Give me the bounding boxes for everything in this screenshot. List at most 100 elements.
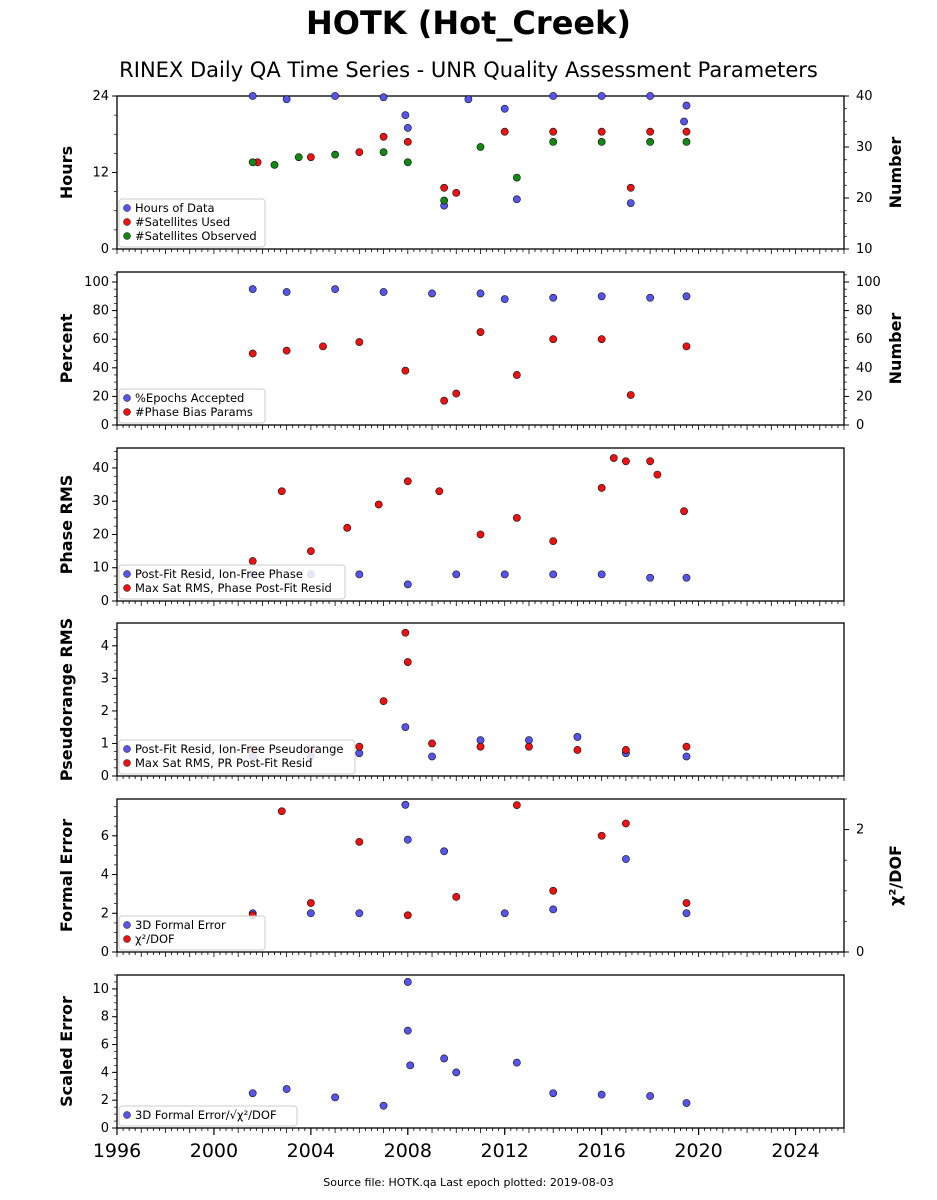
data-point-blue <box>403 123 412 132</box>
legend-marker <box>123 218 131 226</box>
data-point-red <box>682 127 691 136</box>
data-point-blue <box>306 909 315 918</box>
data-point-red <box>355 837 364 846</box>
data-point-red <box>355 338 364 346</box>
data-point-blue <box>500 909 509 918</box>
data-point-blue <box>406 1061 415 1070</box>
legend-box <box>118 198 266 248</box>
data-point-blue <box>452 1068 461 1077</box>
y-tick-label: 3 <box>101 671 109 686</box>
data-point-red <box>306 899 315 907</box>
data-point-red <box>646 127 655 136</box>
x-tick-label: 2012 <box>481 1140 529 1162</box>
data-point-blue <box>549 92 558 100</box>
data-point-blue <box>646 92 655 100</box>
legend-entry: #Satellites Used <box>135 215 230 229</box>
x-tick-label: 2016 <box>577 1140 625 1162</box>
data-point-green <box>512 173 521 182</box>
legend-marker <box>123 759 131 767</box>
data-point-blue <box>597 92 606 100</box>
panel-4 <box>112 622 845 781</box>
y-tick-label: 2 <box>101 906 109 921</box>
legend-box <box>118 739 356 775</box>
data-point-blue <box>248 92 257 100</box>
legend-marker <box>123 570 131 578</box>
data-point-blue <box>282 1085 291 1093</box>
y-right-tick-label: 0 <box>856 945 864 960</box>
data-point-red <box>428 739 436 748</box>
data-point-red <box>319 342 327 351</box>
data-point-blue <box>646 1092 655 1100</box>
legend-entry: 3D Formal Error/√χ²/DOF <box>135 1108 277 1122</box>
data-point-red <box>622 457 630 466</box>
data-point-red <box>622 819 630 828</box>
data-point-blue <box>282 288 291 296</box>
data-point-blue <box>597 570 606 579</box>
y-axis-label: Percent <box>57 313 76 383</box>
y-tick-label: 6 <box>101 829 109 844</box>
data-point-red <box>306 547 315 556</box>
chart-title: HOTK (Hot_Creek) <box>305 4 631 42</box>
legend-entry: %Epochs Accepted <box>135 391 244 405</box>
data-point-red <box>343 523 352 532</box>
data-point-blue <box>452 570 461 579</box>
y-tick-label: 4 <box>101 639 109 654</box>
data-point-blue <box>682 101 691 110</box>
plot-frame <box>116 974 845 1129</box>
data-point-red <box>355 148 364 156</box>
y-right-tick-label: 2 <box>856 823 864 838</box>
data-point-red <box>403 658 412 666</box>
data-point-red <box>500 127 509 136</box>
legend-marker <box>123 745 131 753</box>
source-footnote: Source file: HOTK.qa Last epoch plotted:… <box>323 1176 614 1189</box>
legend-marker <box>123 1111 131 1119</box>
y-right-tick-label: 20 <box>856 389 873 404</box>
legend-marker <box>123 584 131 592</box>
data-point-red <box>374 500 383 509</box>
legend-entry: 3D Formal Error <box>135 918 226 932</box>
y-tick-label: 2 <box>101 704 109 719</box>
y-tick-label: 0 <box>101 769 109 784</box>
x-tick-label: 1996 <box>93 1140 141 1162</box>
legend-marker <box>123 408 131 416</box>
data-point-green <box>597 137 606 146</box>
data-point-blue <box>379 93 388 102</box>
y-axis-label: Formal Error <box>57 819 76 932</box>
legend-box <box>118 915 266 951</box>
data-point-red <box>626 391 635 399</box>
data-point-blue <box>549 905 558 914</box>
legend-entry: Max Sat RMS, PR Post-Fit Resid <box>135 756 312 770</box>
data-point-green <box>294 153 303 162</box>
x-tick-label: 2024 <box>771 1140 819 1162</box>
y-tick-label: 60 <box>92 332 109 347</box>
data-point-red <box>622 746 630 754</box>
x-tick-label: 2008 <box>384 1140 432 1162</box>
legend-entry: #Phase Bias Params <box>135 405 253 419</box>
y-right-tick-label: 100 <box>856 275 881 290</box>
x-tick-label: 2004 <box>287 1140 335 1162</box>
data-point-green <box>331 150 339 159</box>
data-point-green <box>682 137 691 146</box>
data-point-green <box>270 160 279 169</box>
y-right-tick-label: 60 <box>856 332 873 347</box>
legend-box <box>118 564 346 600</box>
chart-subtitle: RINEX Daily QA Time Series - UNR Quality… <box>119 58 818 82</box>
data-point-red <box>549 127 558 136</box>
y-tick-label: 4 <box>101 1065 109 1080</box>
y-tick-label: 6 <box>101 1038 109 1053</box>
data-point-red <box>403 911 412 920</box>
data-point-red <box>682 342 691 351</box>
data-point-blue <box>379 1101 388 1110</box>
y-axis-label: Scaled Error <box>57 996 76 1107</box>
data-point-red <box>653 470 662 479</box>
data-point-red <box>512 371 521 379</box>
data-point-blue <box>403 1026 412 1035</box>
data-point-red <box>452 893 461 901</box>
y-tick-label: 40 <box>92 461 109 476</box>
y-axis-right-label: Number <box>886 137 905 209</box>
x-tick-label: 2000 <box>190 1140 238 1162</box>
data-point-red <box>401 366 410 375</box>
legend-marker <box>123 921 131 929</box>
y-right-tick-label: 20 <box>856 191 873 206</box>
data-point-red <box>549 335 558 344</box>
